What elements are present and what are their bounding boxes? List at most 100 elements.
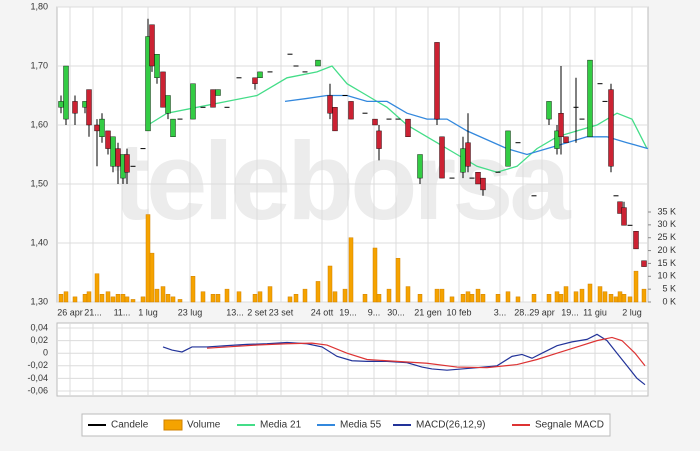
candle-body xyxy=(386,118,392,120)
candle-body xyxy=(293,65,299,67)
volume-bar xyxy=(505,291,511,303)
candle-body xyxy=(140,148,146,150)
candle-body xyxy=(554,130,560,149)
candle-body xyxy=(449,177,455,179)
candle-body xyxy=(94,124,100,132)
y-tick-label: -0,04 xyxy=(27,373,48,383)
macd-line xyxy=(162,333,646,386)
candle-body xyxy=(460,148,466,173)
volume-bar xyxy=(215,294,221,303)
candle-body xyxy=(86,89,92,126)
volume-bar xyxy=(140,296,146,303)
candle-body xyxy=(602,100,608,102)
volume-bar xyxy=(395,258,401,303)
volume-bar xyxy=(546,294,552,303)
volume-bar xyxy=(439,288,445,303)
x-tick-label: 19... xyxy=(339,307,357,317)
candle-body xyxy=(190,83,196,120)
volume-bar xyxy=(105,291,111,303)
candle-body xyxy=(627,224,633,226)
candle-body xyxy=(362,112,368,114)
x-tick-label: 21 gen xyxy=(414,307,442,317)
x-tick-label: 11... xyxy=(114,307,131,317)
candle-body xyxy=(348,101,354,120)
y2-tick-label: 30 K xyxy=(657,219,676,229)
volume-bar xyxy=(94,273,100,303)
volume-bar xyxy=(224,288,230,303)
macd-panel xyxy=(56,322,649,397)
candle-body xyxy=(495,171,501,173)
candle-body xyxy=(531,195,537,197)
candle-body xyxy=(621,207,627,226)
x-tick-label: 3... xyxy=(494,307,507,317)
legend-swatch xyxy=(163,419,183,431)
candle-body xyxy=(395,118,401,120)
x-tick-label: 10 feb xyxy=(446,307,471,317)
candle-body xyxy=(287,53,293,55)
candle-body xyxy=(145,36,151,132)
legend-label: Media 55 xyxy=(340,420,382,431)
candle-body xyxy=(558,112,564,137)
x-tick-label: 29 apr xyxy=(529,307,555,317)
volume-bar xyxy=(315,281,321,303)
volume-bar xyxy=(449,296,455,303)
y-tick-label: 0,04 xyxy=(30,322,48,332)
volume-bar xyxy=(110,296,116,303)
y2-tick-label: 10 K xyxy=(657,271,676,281)
candle-body xyxy=(257,71,263,79)
legend-label: Candele xyxy=(111,420,149,431)
candle-body xyxy=(417,154,423,179)
y-tick-label: 0 xyxy=(43,348,48,358)
volume-bar xyxy=(63,291,69,303)
candle-body xyxy=(475,171,481,185)
candle-body xyxy=(515,142,521,144)
volume-bar xyxy=(579,288,585,303)
candle-body xyxy=(469,177,475,179)
volume-bar xyxy=(608,294,614,303)
y-tick-label: 1,30 xyxy=(30,296,48,306)
candle-body xyxy=(434,42,440,120)
legend xyxy=(81,413,611,437)
candle-body xyxy=(177,118,183,120)
y-tick-label: 1,70 xyxy=(30,60,48,70)
y2-tick-label: 20 K xyxy=(657,245,676,255)
volume-bar xyxy=(165,294,171,303)
candle-body xyxy=(105,130,111,149)
candle-body xyxy=(641,260,647,267)
volume-bar xyxy=(332,291,338,303)
x-tick-label: 11 giu xyxy=(583,307,607,317)
candle-body xyxy=(210,89,216,108)
y-tick-label: 1,80 xyxy=(30,1,48,11)
volume-bar xyxy=(149,252,155,303)
volume-bar xyxy=(190,276,196,303)
candle-body xyxy=(302,71,308,73)
y2-tick-label: 0 K xyxy=(662,296,676,306)
y2-tick-label: 5 K xyxy=(662,284,676,294)
volume-bar xyxy=(434,288,440,303)
volume-bar xyxy=(252,294,258,303)
moving-average xyxy=(147,65,648,173)
candle-body xyxy=(58,101,64,108)
candle-body xyxy=(130,165,136,167)
volume-bar xyxy=(82,294,88,303)
x-tick-label: 23 set xyxy=(269,307,294,317)
volume-bar xyxy=(495,294,501,303)
candle-body xyxy=(154,54,160,79)
volume-bar xyxy=(200,291,206,303)
volume-bar xyxy=(257,291,263,303)
volume-bar xyxy=(327,265,333,303)
x-tick-label: 23 lug xyxy=(178,307,203,317)
candle-body xyxy=(342,95,348,96)
candle-body xyxy=(579,118,585,120)
candle-body xyxy=(573,106,579,108)
volume-bar xyxy=(170,296,176,303)
candle-body xyxy=(99,118,105,137)
candle-body xyxy=(165,95,171,114)
volume-bar xyxy=(86,291,92,303)
candle-body xyxy=(405,118,411,137)
volume-bar xyxy=(115,294,121,303)
candle-body xyxy=(587,59,593,137)
candle-body xyxy=(124,154,130,173)
volume-bar xyxy=(72,296,78,303)
x-tick-label: 24 ott xyxy=(311,307,334,317)
